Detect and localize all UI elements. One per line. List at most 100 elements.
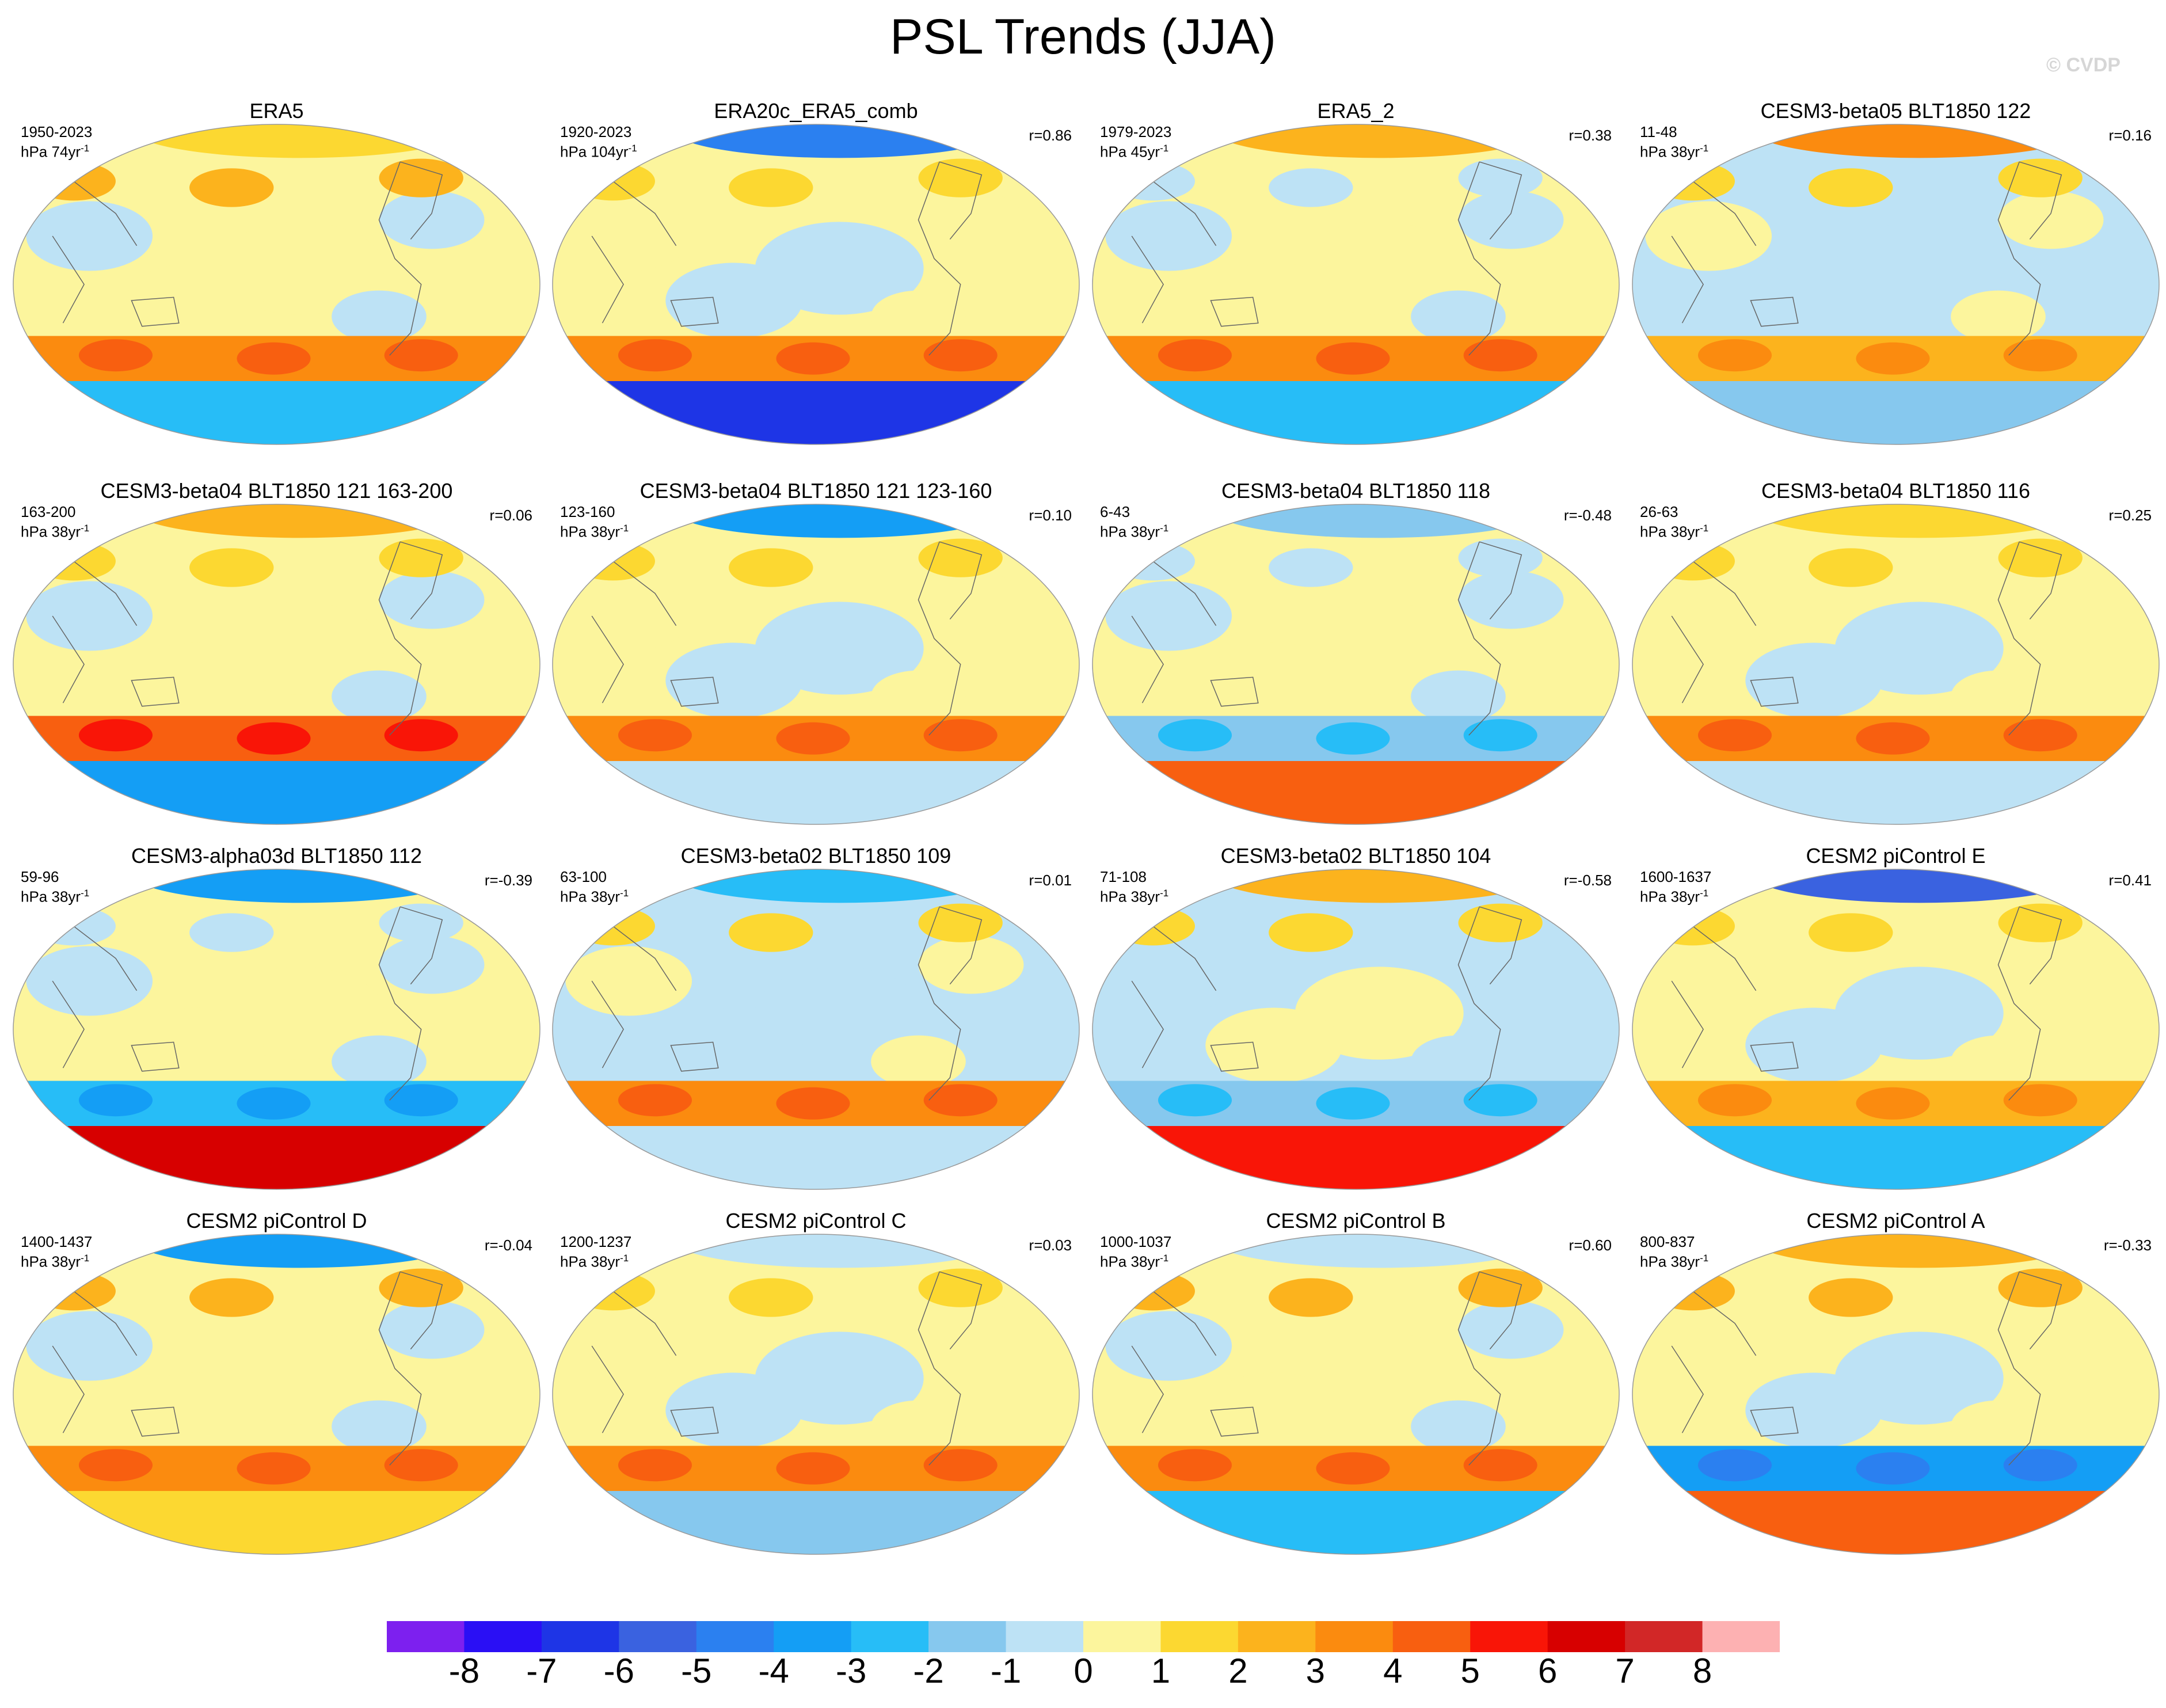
map-region-sh-ring-core <box>776 722 850 755</box>
trend-map <box>1632 1234 2160 1555</box>
trend-map <box>13 869 540 1190</box>
panel-correlation: r=0.60 <box>1569 1237 1612 1254</box>
map-outline <box>1632 869 2160 1190</box>
map-panel: CESM3-beta05 BLT1850 122 11-48 hPa 38yr-1 r… <box>1630 99 2162 447</box>
panel-title: CESM3-beta04 BLT1850 116 <box>1761 479 2030 503</box>
panel-units-exponent: -1 <box>620 888 629 899</box>
panel-period: 1600-1637 <box>1640 868 1712 885</box>
map-region-nh-midlat <box>379 903 463 942</box>
map-patch <box>918 935 1024 994</box>
panel-units: hPa 38yr-1 <box>21 1250 89 1270</box>
map-region-sh-ring-core <box>1463 339 1537 372</box>
panel-title: CESM3-beta04 BLT1850 121 163-200 <box>100 479 453 503</box>
panel-units-exponent: -1 <box>620 523 629 534</box>
map-patch <box>1645 201 1772 271</box>
map-panel: ERA5 1950-2023 hPa 74yr-1 <box>10 99 543 447</box>
map-patch <box>1998 570 2104 629</box>
panel-units-exponent: -1 <box>1160 523 1169 534</box>
map-region-sh-ring-core <box>78 719 153 752</box>
coastlines <box>26 1258 496 1466</box>
colorbar-tick-label: 2 <box>1228 1652 1248 1690</box>
panel-units-exponent: -1 <box>1700 523 1709 534</box>
colorbar-tick-label: 3 <box>1305 1652 1326 1690</box>
map-region-sh-ring-core <box>776 342 850 375</box>
map-region-sh-band <box>1632 1491 2159 1554</box>
panel-units-text: hPa 38yr <box>1100 523 1160 541</box>
colorbar-box <box>1547 1621 1626 1652</box>
map-patch <box>918 570 1024 629</box>
colorbar-box <box>1238 1621 1316 1652</box>
map-region-sh-ring-core <box>1316 1452 1390 1485</box>
map-patch <box>1411 1035 1506 1088</box>
map-region-nh-midlat <box>1110 542 1195 581</box>
map-region-nh-midlat <box>1458 1268 1543 1307</box>
map-region-nh-midlat <box>1269 168 1353 207</box>
colorbar-tick-label: -1 <box>990 1652 1022 1690</box>
map-region-arctic <box>1750 124 2088 158</box>
panel-period: 26-63 <box>1640 503 1678 520</box>
map-panel: ERA20c_ERA5_comb 1920-2023 hPa 104yr-1 r=0.… <box>550 99 1082 447</box>
map-region-sh-ring-core <box>1697 1449 1772 1482</box>
colorbar-tick-label: 6 <box>1537 1652 1558 1690</box>
map-region-sh-ring-core <box>1316 722 1390 755</box>
map-region-nh-midlat <box>729 1278 813 1317</box>
map-region-nh-midlat <box>1998 538 2083 577</box>
coastlines <box>26 893 496 1101</box>
panel-title: ERA5_2 <box>1317 99 1395 123</box>
panel-correlation: r=0.16 <box>2108 127 2152 144</box>
map-region-arctic <box>131 869 469 903</box>
map-region-sh-ring-core <box>1158 339 1232 372</box>
map-region-nh-midlat <box>1110 1272 1195 1311</box>
panel-units-exponent: -1 <box>1700 1253 1709 1264</box>
panel-correlation: r=0.03 <box>1029 1237 1072 1254</box>
map-patch <box>1411 290 1506 343</box>
map-patch <box>871 1400 966 1453</box>
map-region-nh-midlat <box>1650 907 1735 946</box>
panel-units-text: hPa 38yr <box>21 888 81 906</box>
map-patch <box>1105 201 1232 271</box>
map-region-sh-ring-core <box>384 719 458 752</box>
map-patch <box>665 642 803 718</box>
map-patch <box>379 1300 485 1359</box>
map-panel: CESM2 piControl A 800-837 hPa 38yr-1 r=-0.3… <box>1630 1209 2162 1557</box>
map-region-arctic <box>1750 869 2088 903</box>
colorbar-tick-label: -6 <box>603 1652 634 1690</box>
colorbar-box <box>1160 1621 1239 1652</box>
panel-period: 11-48 <box>1640 123 1677 140</box>
map-region-nh-midlat <box>31 907 116 946</box>
panel-units-text: hPa 45yr <box>1100 143 1160 161</box>
map-region-sh-ring-core <box>78 1084 153 1117</box>
map-region-sh-ring-core <box>618 719 692 752</box>
panel-correlation: r=-0.58 <box>1563 872 1612 889</box>
map-patch <box>126 642 264 718</box>
panel-period: 1200-1237 <box>560 1233 632 1250</box>
panel-units: hPa 38yr-1 <box>1640 1250 1708 1270</box>
map-outline <box>1092 504 1620 825</box>
trend-map <box>1632 504 2160 825</box>
map-region-sh-ring-core <box>776 1087 850 1120</box>
map-patch <box>126 263 264 338</box>
panel-units-exponent: -1 <box>620 1253 629 1264</box>
map-patch <box>1951 1400 2046 1453</box>
map-region-sh-ring-core <box>1697 719 1772 752</box>
panel-period: 1400-1437 <box>21 1233 93 1250</box>
map-patch <box>871 1035 966 1088</box>
map-region-nh-midlat <box>31 1272 116 1311</box>
map-panel: CESM2 piControl C 1200-1237 hPa 38yr-1 r=0.… <box>550 1209 1082 1557</box>
map-patch <box>26 946 153 1016</box>
colorbar-box <box>464 1621 542 1652</box>
panel-units-text: hPa 38yr <box>1100 1253 1160 1270</box>
map-patch <box>1205 263 1343 338</box>
map-panel: CESM2 piControl B 1000-1037 hPa 38yr-1 r=0.… <box>1090 1209 1622 1557</box>
panel-correlation: r=0.25 <box>2108 507 2152 524</box>
map-panel: ERA5_2 1979-2023 hPa 45yr-1 r=0.38 <box>1090 99 1622 447</box>
coastlines <box>565 1258 1036 1466</box>
map-region-nh-midlat <box>189 1278 274 1317</box>
map-region-nh-midlat <box>729 913 813 952</box>
map-region-nh-midlat <box>189 168 274 207</box>
map-patch <box>1458 935 1564 994</box>
map-patch <box>918 191 1024 249</box>
panel-period: 59-96 <box>21 868 59 885</box>
map-region-nh-midlat <box>570 162 655 201</box>
panel-title: CESM3-beta02 BLT1850 104 <box>1220 844 1491 868</box>
